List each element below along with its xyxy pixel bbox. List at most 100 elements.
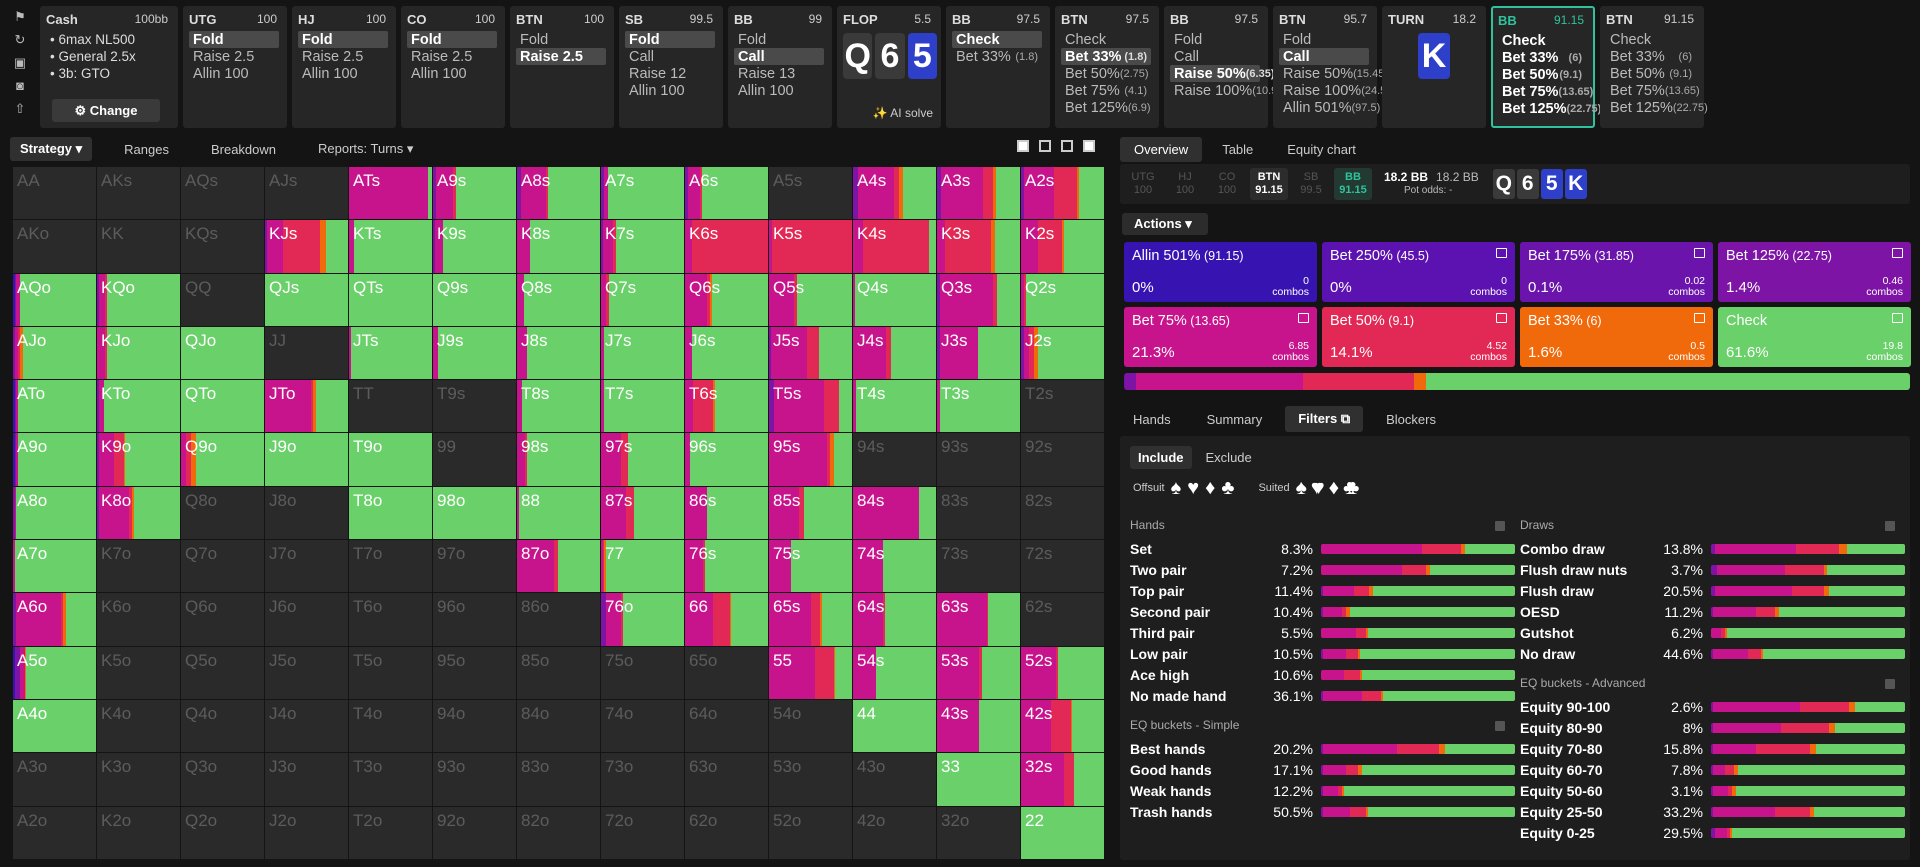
hand-cell[interactable]: 87s [601, 486, 684, 540]
action-option[interactable]: Bet 33% (1.8) [1061, 48, 1151, 65]
action-option[interactable]: Check [952, 31, 1042, 48]
action-option[interactable]: Raise 50% (15.45) [1279, 65, 1388, 82]
action-option[interactable]: Fold [1170, 31, 1260, 48]
section-toggle[interactable] [1495, 521, 1505, 531]
hand-cell[interactable]: 97o [433, 540, 516, 593]
tab-ranges[interactable]: Ranges [124, 141, 169, 157]
hand-cell[interactable]: T8o [349, 486, 432, 540]
suited-club-icon[interactable]: ♣♣ [1343, 477, 1360, 499]
exclude-tab[interactable]: Exclude [1205, 450, 1252, 465]
hand-cell[interactable]: K3o [97, 753, 180, 806]
hand-cell[interactable]: AA [13, 167, 96, 220]
hand-cell[interactable]: J8s [517, 326, 600, 380]
hand-cell[interactable]: K5o [97, 646, 180, 699]
hand-cell[interactable]: A5o [13, 646, 96, 699]
hand-cell[interactable]: 84s [853, 486, 936, 540]
hand-cell[interactable]: 44 [853, 699, 936, 753]
tab-hands[interactable]: Hands [1133, 411, 1171, 427]
hand-cell[interactable]: J3o [265, 753, 348, 806]
details-icon[interactable] [1298, 313, 1309, 323]
bookmark-icon[interactable]: ⚑ [14, 9, 26, 24]
hand-cell[interactable]: 95s [769, 433, 852, 486]
hand-cell[interactable]: 42s [1021, 699, 1104, 753]
tab-reports-turns[interactable]: Reports: Turns ▾ [318, 141, 414, 156]
section-toggle[interactable] [1885, 521, 1895, 531]
action-option[interactable]: Allin 100 [734, 82, 824, 99]
filter-row[interactable]: Flush draw nuts 3.7% [1520, 559, 1905, 580]
action-box-bb[interactable]: BB 97.5 Check Bet 33% (1.8) [946, 6, 1050, 128]
hand-cell[interactable]: 73s [937, 540, 1020, 593]
action-summary-bet-75-[interactable]: Bet 75% (13.65) 21.3% 6.85 combos [1124, 307, 1317, 367]
action-option[interactable]: Bet 125% (22.75) [1606, 99, 1708, 116]
hand-cell[interactable]: 52o [769, 806, 852, 859]
hand-cell[interactable]: 53o [769, 753, 852, 806]
hand-cell[interactable]: J4o [265, 699, 348, 753]
hand-cell[interactable]: 82o [517, 806, 600, 859]
hand-cell[interactable]: 74o [601, 699, 684, 753]
hand-cell[interactable]: K8s [517, 220, 600, 273]
hand-cell[interactable]: Q5o [181, 646, 264, 699]
action-option[interactable]: Allin 100 [407, 65, 497, 82]
tab-table[interactable]: Table [1222, 141, 1254, 157]
hand-cell[interactable]: KTo [97, 380, 180, 433]
hand-cell[interactable]: J5o [265, 646, 348, 699]
action-option[interactable]: Bet 75% (4.1) [1061, 82, 1151, 99]
action-box-btn[interactable]: BTN 100 Fold Raise 2.5 [510, 6, 614, 128]
details-icon[interactable] [1694, 248, 1705, 258]
hand-cell[interactable]: Q8o [181, 486, 264, 540]
action-summary-bet-250-[interactable]: Bet 250% (45.5) 0% 0 combos [1322, 242, 1515, 302]
action-option[interactable]: Raise 2.5 [298, 48, 388, 65]
action-option[interactable]: Raise 100% (10.9) [1170, 82, 1281, 99]
hand-cell[interactable]: K6s [685, 220, 768, 273]
hand-cell[interactable]: A8o [13, 486, 96, 540]
hand-cell[interactable]: 85o [517, 646, 600, 699]
filter-row[interactable]: OESD 11.2% [1520, 601, 1905, 622]
position-sb[interactable]: SB 99.5 [1292, 168, 1330, 200]
hand-cell[interactable]: TT [349, 380, 432, 433]
hand-cell[interactable]: 65o [685, 646, 768, 699]
hand-cell[interactable]: Q9s [433, 273, 516, 326]
hand-cell[interactable]: Q6s [685, 273, 768, 326]
action-option[interactable]: Raise 50% (6.35) [1170, 65, 1275, 82]
action-option[interactable]: Bet 33% (1.8) [952, 48, 1042, 65]
hand-cell[interactable]: J9s [433, 326, 516, 380]
action-option[interactable]: Raise 100% (24.55) [1279, 82, 1396, 99]
hand-cell[interactable]: AKo [13, 220, 96, 273]
action-option[interactable]: Bet 75% (13.65) [1498, 83, 1593, 100]
hand-cell[interactable]: 72s [1021, 540, 1104, 593]
hand-cell[interactable]: 85s [769, 486, 852, 540]
hand-cell[interactable]: 72o [601, 806, 684, 859]
filter-row[interactable]: No made hand 36.1% [1130, 685, 1515, 706]
filter-row[interactable]: Trash hands 50.5% [1130, 801, 1515, 822]
action-summary-bet-125-[interactable]: Bet 125% (22.75) 1.4% 0.46 combos [1718, 242, 1911, 302]
hand-cell[interactable]: Q2o [181, 806, 264, 859]
hand-cell[interactable]: 76s [685, 540, 768, 593]
hand-cell[interactable]: 54o [769, 699, 852, 753]
action-box-bb[interactable]: BB 97.5 Fold Call Raise 50% (6.35) Raise 100%(… [1164, 6, 1281, 128]
hand-cell[interactable]: 62o [685, 806, 768, 859]
action-option[interactable]: Bet 125% (22.75) [1498, 100, 1601, 117]
hand-cell[interactable]: A4s [853, 167, 936, 220]
filter-row[interactable]: Top pair 11.4% [1130, 580, 1515, 601]
hand-cell[interactable]: J5s [769, 326, 852, 380]
hand-cell[interactable]: T5s [769, 380, 852, 433]
hand-cell[interactable]: A7s [601, 167, 684, 220]
action-option[interactable]: Call [625, 48, 715, 65]
hand-cell[interactable]: 92s [1021, 433, 1104, 486]
hand-cell[interactable]: J6s [685, 326, 768, 380]
hand-cell[interactable]: 43s [937, 699, 1020, 753]
export-icon[interactable]: ⇧ [14, 101, 26, 116]
hand-cell[interactable]: 95o [433, 646, 516, 699]
hand-cell[interactable]: 93s [937, 433, 1020, 486]
hand-cell[interactable]: 94s [853, 433, 936, 486]
view-grid-icon[interactable] [1061, 140, 1073, 152]
hand-cell[interactable]: 32s [1021, 753, 1104, 806]
hand-cell[interactable]: 92o [433, 806, 516, 859]
hand-cell[interactable]: T6o [349, 593, 432, 646]
action-box-sb[interactable]: SB 99.5 Fold Call Raise 12 Allin 100 [619, 6, 723, 128]
hand-cell[interactable]: A2s [1021, 167, 1104, 220]
suit-heart-icon[interactable]: ♥ [1187, 477, 1200, 499]
filter-row[interactable]: Combo draw 13.8% [1520, 538, 1905, 559]
details-icon[interactable] [1496, 248, 1507, 258]
filter-row[interactable]: Weak hands 12.2% [1130, 780, 1515, 801]
